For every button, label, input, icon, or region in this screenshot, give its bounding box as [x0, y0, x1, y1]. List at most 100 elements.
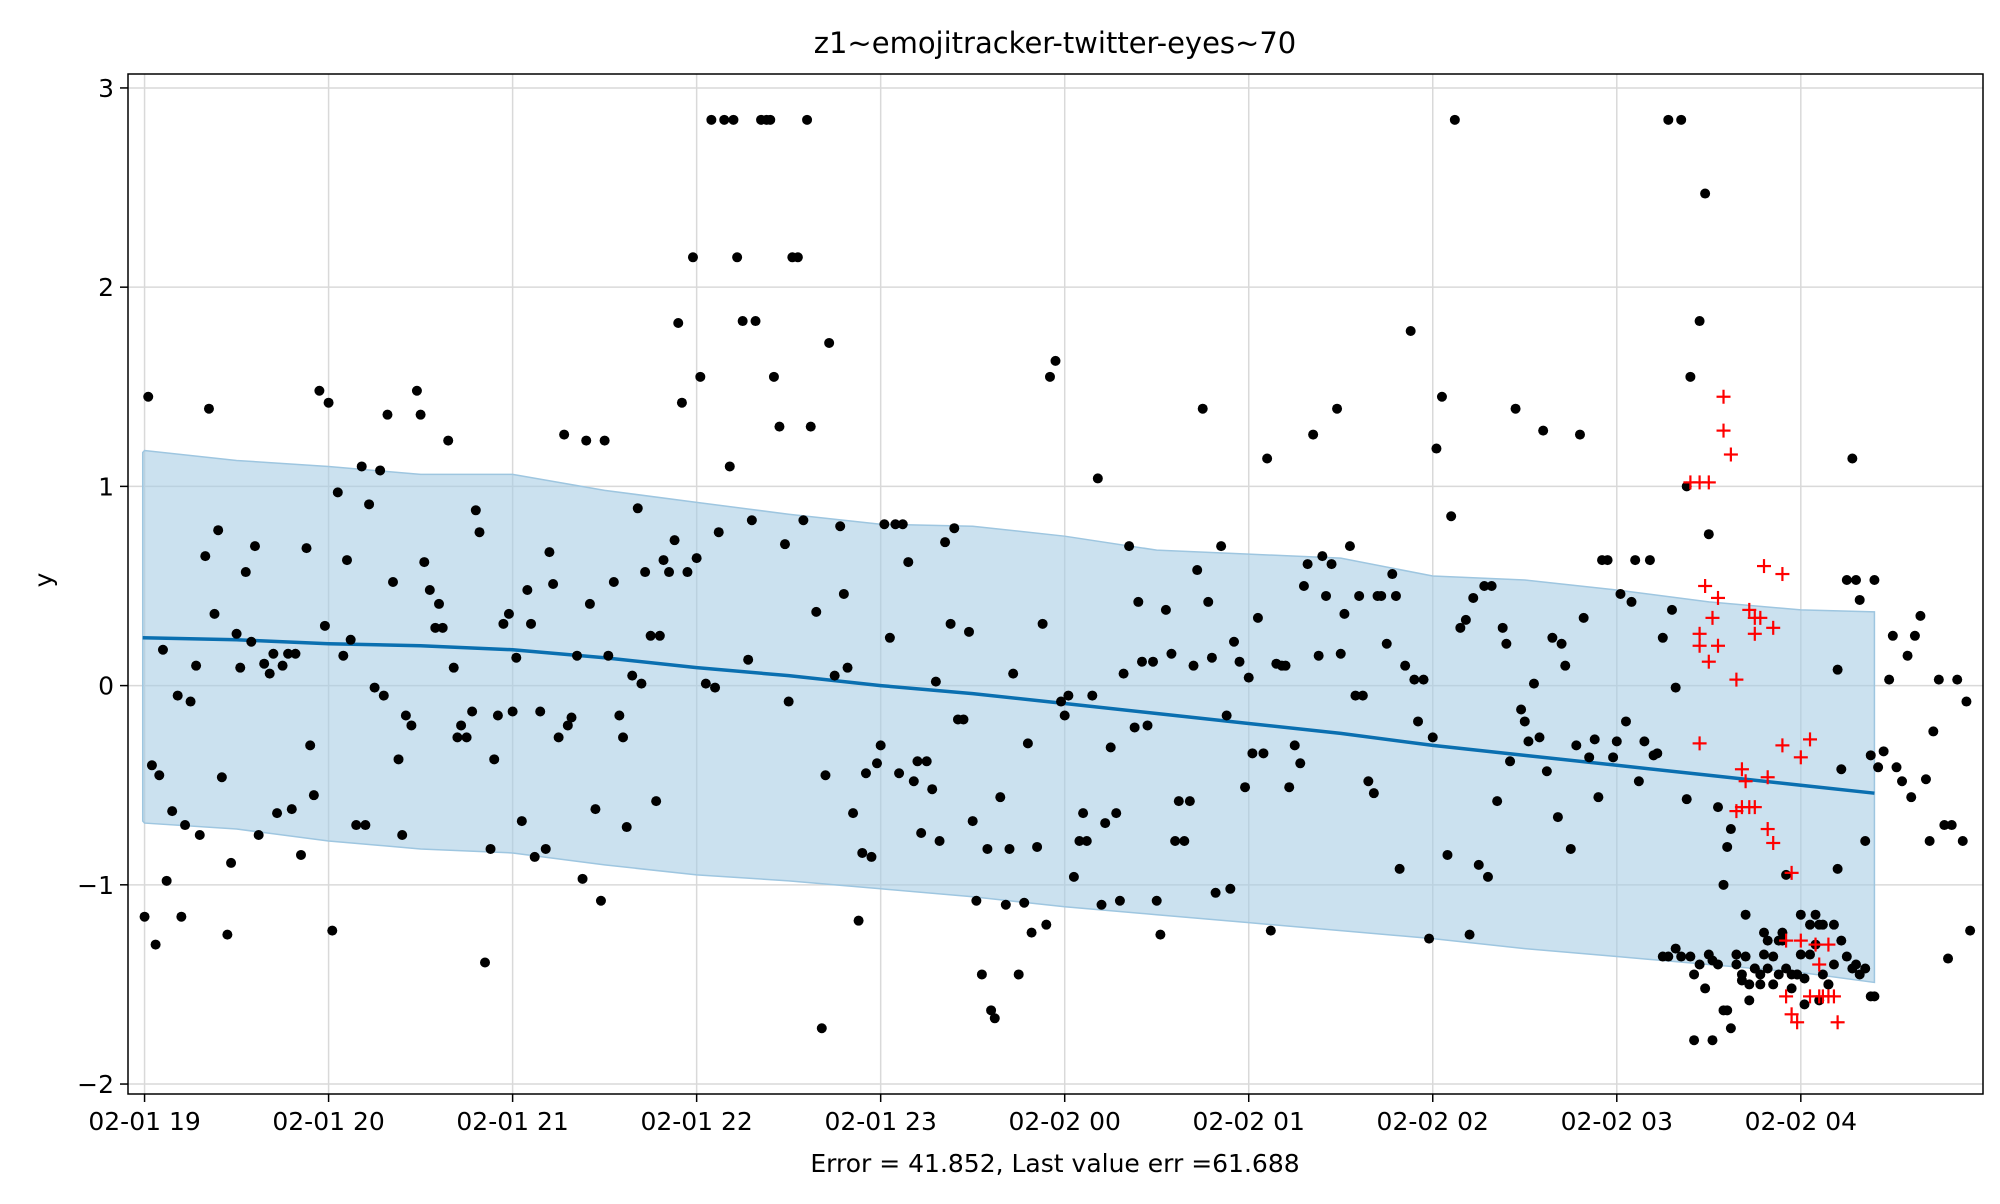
data-point — [724, 461, 735, 472]
data-point — [976, 969, 987, 980]
data-point — [393, 754, 404, 765]
y-tick-label: 0 — [98, 672, 114, 701]
data-point — [989, 1013, 1000, 1024]
data-point — [1124, 541, 1135, 552]
data-point — [231, 628, 242, 639]
data-point — [150, 939, 161, 950]
data-point — [1155, 929, 1166, 940]
data-point — [1344, 541, 1355, 552]
data-point — [1652, 748, 1663, 759]
data-point — [774, 421, 785, 432]
data-point — [916, 828, 927, 839]
data-point — [369, 682, 380, 693]
data-point — [1188, 660, 1199, 671]
data-point — [253, 830, 264, 841]
data-point — [1722, 841, 1733, 852]
trend-line — [142, 636, 1875, 795]
observed-points-layer — [139, 114, 1976, 1046]
data-point — [627, 670, 638, 681]
data-point — [783, 696, 794, 707]
data-point — [908, 776, 919, 787]
data-point — [1768, 951, 1779, 962]
data-point — [1265, 925, 1276, 936]
data-point — [1817, 969, 1828, 980]
future-marker — [1716, 423, 1731, 438]
data-point — [562, 720, 573, 731]
data-point — [235, 662, 246, 673]
data-point — [1939, 820, 1950, 831]
data-point — [526, 618, 537, 629]
data-point — [1431, 443, 1442, 454]
data-point — [1897, 776, 1908, 787]
data-point — [1142, 720, 1153, 731]
data-point — [424, 584, 435, 595]
data-point — [1869, 575, 1880, 586]
data-point — [249, 541, 260, 552]
future-marker — [1738, 774, 1753, 789]
data-point — [143, 391, 154, 402]
data-point — [1694, 959, 1705, 970]
data-point — [1100, 818, 1111, 829]
data-point — [1915, 610, 1926, 621]
data-point — [1744, 995, 1755, 1006]
data-point — [1565, 843, 1576, 854]
data-point — [553, 732, 564, 743]
data-point — [1442, 849, 1453, 860]
data-point — [295, 849, 306, 860]
data-point — [1639, 736, 1650, 747]
data-point — [566, 712, 577, 723]
data-point — [1541, 766, 1552, 777]
future-marker — [1821, 937, 1836, 952]
data-point — [1689, 969, 1700, 980]
data-point — [332, 487, 343, 498]
data-point — [792, 252, 803, 263]
data-point — [259, 658, 270, 669]
data-point — [1869, 991, 1880, 1002]
data-point — [1547, 632, 1558, 643]
data-point — [1933, 674, 1944, 685]
data-point — [1670, 943, 1681, 954]
future-marker — [1760, 822, 1775, 837]
data-point — [1952, 674, 1963, 685]
future-marker — [1734, 800, 1749, 815]
data-point — [338, 650, 349, 661]
data-point — [1832, 863, 1843, 874]
data-point — [1221, 710, 1232, 721]
data-point — [1534, 732, 1545, 743]
data-point — [1860, 963, 1871, 974]
data-point — [1854, 594, 1865, 605]
data-point — [1206, 652, 1217, 663]
data-point — [1160, 604, 1171, 615]
data-point — [277, 660, 288, 671]
data-point — [798, 515, 809, 526]
data-point — [1589, 734, 1600, 745]
data-point — [1740, 909, 1751, 920]
x-tick-label: 02-01 19 — [88, 1107, 200, 1136]
data-point — [1700, 983, 1711, 994]
data-point — [308, 790, 319, 801]
data-point — [406, 720, 417, 731]
data-point — [1056, 696, 1067, 707]
x-tick-label: 02-02 00 — [1008, 1107, 1120, 1136]
data-point — [411, 385, 422, 396]
data-point — [1828, 959, 1839, 970]
data-point — [614, 710, 625, 721]
data-point — [1689, 1035, 1700, 1046]
data-point — [452, 732, 463, 743]
data-point — [967, 816, 978, 827]
data-point — [1105, 742, 1116, 753]
data-point — [1832, 664, 1843, 675]
trend-line-layer — [142, 636, 1875, 795]
data-point — [1050, 355, 1061, 366]
y-axis-label: y — [29, 572, 58, 587]
data-point — [1920, 774, 1931, 785]
data-point — [860, 768, 871, 779]
data-point — [732, 252, 743, 263]
data-point — [1313, 650, 1324, 661]
data-point — [632, 503, 643, 514]
data-point — [378, 690, 389, 701]
data-point — [1571, 740, 1582, 751]
data-point — [848, 808, 859, 819]
data-point — [1878, 746, 1889, 757]
data-point — [1560, 660, 1571, 671]
